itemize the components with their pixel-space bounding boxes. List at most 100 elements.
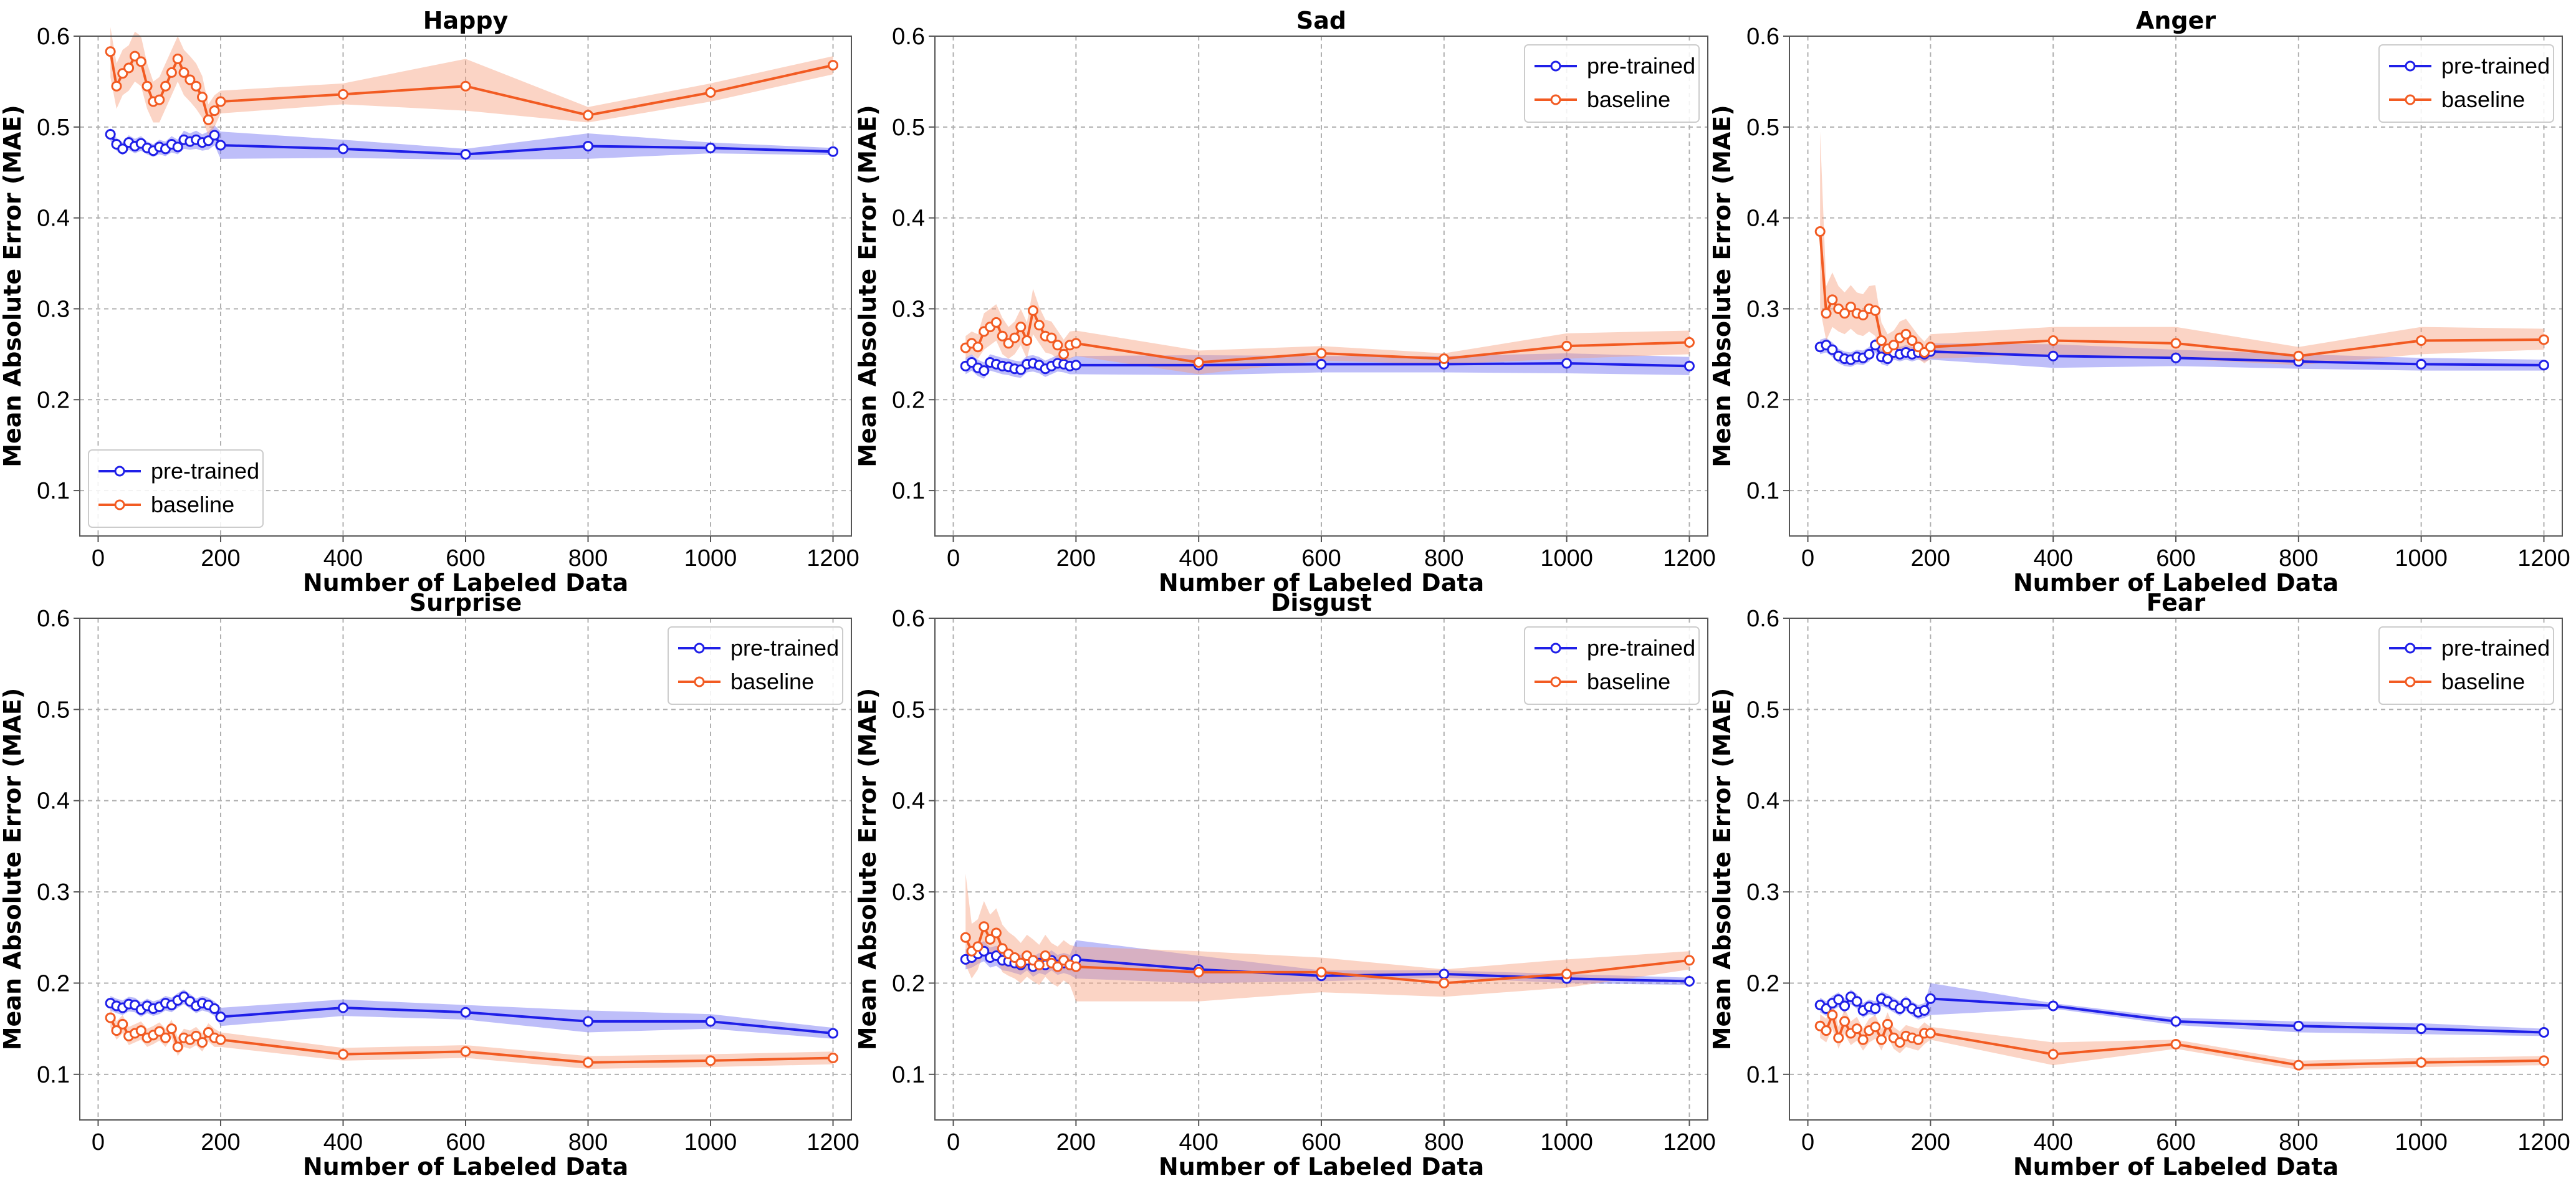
data-point-baseline (1033, 320, 1045, 331)
data-point-pre-trained (1839, 1000, 1851, 1011)
data-point-baseline (135, 1025, 146, 1036)
x-tick-label: 400 (2033, 545, 2072, 571)
data-point-baseline (1561, 968, 1573, 980)
legend-label-baseline: baseline (1587, 87, 1670, 112)
data-point-baseline (583, 110, 594, 121)
subplot-4: 0 200 400 600 800 1000 1200 0.1 0.2 0.3 0.4 0.5 0.6 S… (0, 589, 859, 1180)
data-point-baseline (979, 921, 990, 932)
data-point-pre-trained (1561, 358, 1573, 369)
data-point-pre-trained (1827, 344, 1838, 355)
data-point-baseline (1052, 340, 1063, 351)
y-axis-label: Mean Absolute Error (MAE) (1708, 688, 1736, 1051)
data-point-baseline (154, 1026, 165, 1037)
y-axis-label: Mean Absolute Error (MAE) (0, 688, 26, 1051)
data-point-baseline (215, 1034, 226, 1045)
data-point-pre-trained (2538, 1026, 2549, 1038)
data-point-pre-trained (2416, 358, 2427, 370)
y-axis-label: Mean Absolute Error (MAE) (0, 105, 26, 467)
data-point-baseline (1316, 348, 1327, 359)
subplot-1: 0 200 400 600 800 1000 1200 0.1 0.2 0.3 0.4 0.5 0.6 H… (0, 7, 859, 596)
data-point-baseline (1821, 1025, 1832, 1036)
data-point-pre-trained (460, 149, 471, 160)
x-tick-label: 600 (2156, 545, 2195, 571)
y-tick-label: 0.6 (892, 606, 925, 632)
data-point-baseline (172, 1041, 183, 1053)
legend-marker-pre-trained (2405, 60, 2416, 72)
data-point-baseline (990, 927, 1002, 939)
x-axis-label: Number of Labeled Data (303, 1153, 628, 1180)
x-tick-label: 800 (568, 545, 608, 571)
data-point-baseline (154, 94, 165, 105)
data-point-pre-trained (337, 1002, 348, 1013)
data-point-baseline (1900, 328, 1912, 340)
data-point-pre-trained (705, 1016, 716, 1027)
x-tick-label: 1000 (2395, 1129, 2448, 1155)
data-point-baseline (1070, 961, 1081, 972)
legend-label-baseline: baseline (2441, 669, 2525, 694)
data-point-pre-trained (172, 141, 183, 153)
data-point-baseline (1876, 1034, 1887, 1045)
data-point-baseline (1857, 310, 1869, 321)
confidence-band-pre-trained (965, 940, 1690, 985)
data-point-baseline (160, 80, 171, 92)
y-axis-label: Mean Absolute Error (MAE) (854, 105, 881, 467)
x-axis-label: Number of Labeled Data (1159, 1153, 1484, 1180)
y-tick-label: 0.6 (37, 606, 70, 632)
data-point-baseline (2538, 334, 2549, 345)
legend-box (2378, 626, 2554, 705)
confidence-band-baseline (110, 27, 833, 136)
data-point-baseline (1827, 294, 1838, 305)
x-tick-label: 200 (1911, 1129, 1950, 1155)
x-tick-label: 800 (1424, 1129, 1463, 1155)
data-point-baseline (135, 56, 146, 67)
legend-label-baseline: baseline (730, 669, 814, 694)
data-point-baseline (460, 1046, 471, 1057)
x-tick-label: 200 (201, 1129, 240, 1155)
subplot-2: 0 200 400 600 800 1000 1200 0.1 0.2 0.3 0.4 0.5 0.6 S… (854, 7, 1716, 596)
y-tick-label: 0.3 (37, 879, 70, 906)
data-point-pre-trained (2538, 360, 2549, 371)
data-point-baseline (1027, 305, 1038, 316)
data-point-pre-trained (1919, 1005, 1930, 1016)
x-tick-label: 1000 (684, 545, 737, 571)
x-tick-label: 0 (947, 545, 960, 571)
legend-label-pre-trained: pre-trained (2441, 53, 2550, 79)
data-point-baseline (985, 934, 996, 945)
legend: pre-trained baseline (2378, 44, 2554, 123)
data-point-pre-trained (460, 1007, 471, 1018)
x-tick-label: 400 (2033, 1129, 2072, 1155)
data-point-baseline (1925, 1028, 1936, 1039)
data-point-pre-trained (2170, 1016, 2181, 1027)
confidence-band-baseline (1820, 1001, 2544, 1070)
data-point-pre-trained (1833, 994, 1844, 1005)
x-tick-label: 1000 (1540, 545, 1593, 571)
data-point-baseline (105, 46, 116, 57)
data-point-baseline (1870, 305, 1881, 316)
confidence-band-pre-trained (1820, 983, 2544, 1036)
y-tick-label: 0.4 (892, 788, 925, 815)
y-tick-label: 0.2 (37, 970, 70, 997)
subplot-6: 0 200 400 600 800 1000 1200 0.1 0.2 0.3 0.4 0.5 0.6 F… (1708, 589, 2570, 1180)
legend: pre-trained baseline (668, 626, 843, 705)
data-point-baseline (1316, 967, 1327, 978)
y-tick-label: 0.4 (1746, 206, 1779, 232)
legend-marker-baseline (694, 676, 705, 687)
data-point-baseline (1839, 1016, 1851, 1027)
data-point-baseline (972, 941, 984, 952)
data-point-pre-trained (1316, 358, 1327, 370)
data-point-baseline (1015, 322, 1027, 333)
y-axis-label: Mean Absolute Error (MAE) (1708, 105, 1736, 467)
y-tick-label: 0.4 (37, 206, 70, 232)
data-point-baseline (337, 88, 348, 100)
data-point-baseline (2416, 1057, 2427, 1068)
data-point-baseline (178, 67, 189, 78)
y-tick-label: 0.2 (37, 387, 70, 413)
legend-label-pre-trained: pre-trained (151, 458, 259, 484)
x-tick-label: 200 (1911, 545, 1950, 571)
x-tick-label: 400 (1179, 1129, 1218, 1155)
data-point-pre-trained (1925, 993, 1936, 1004)
chart-title: Happy (423, 7, 509, 34)
legend-box (88, 449, 264, 528)
y-tick-label: 0.6 (37, 24, 70, 50)
